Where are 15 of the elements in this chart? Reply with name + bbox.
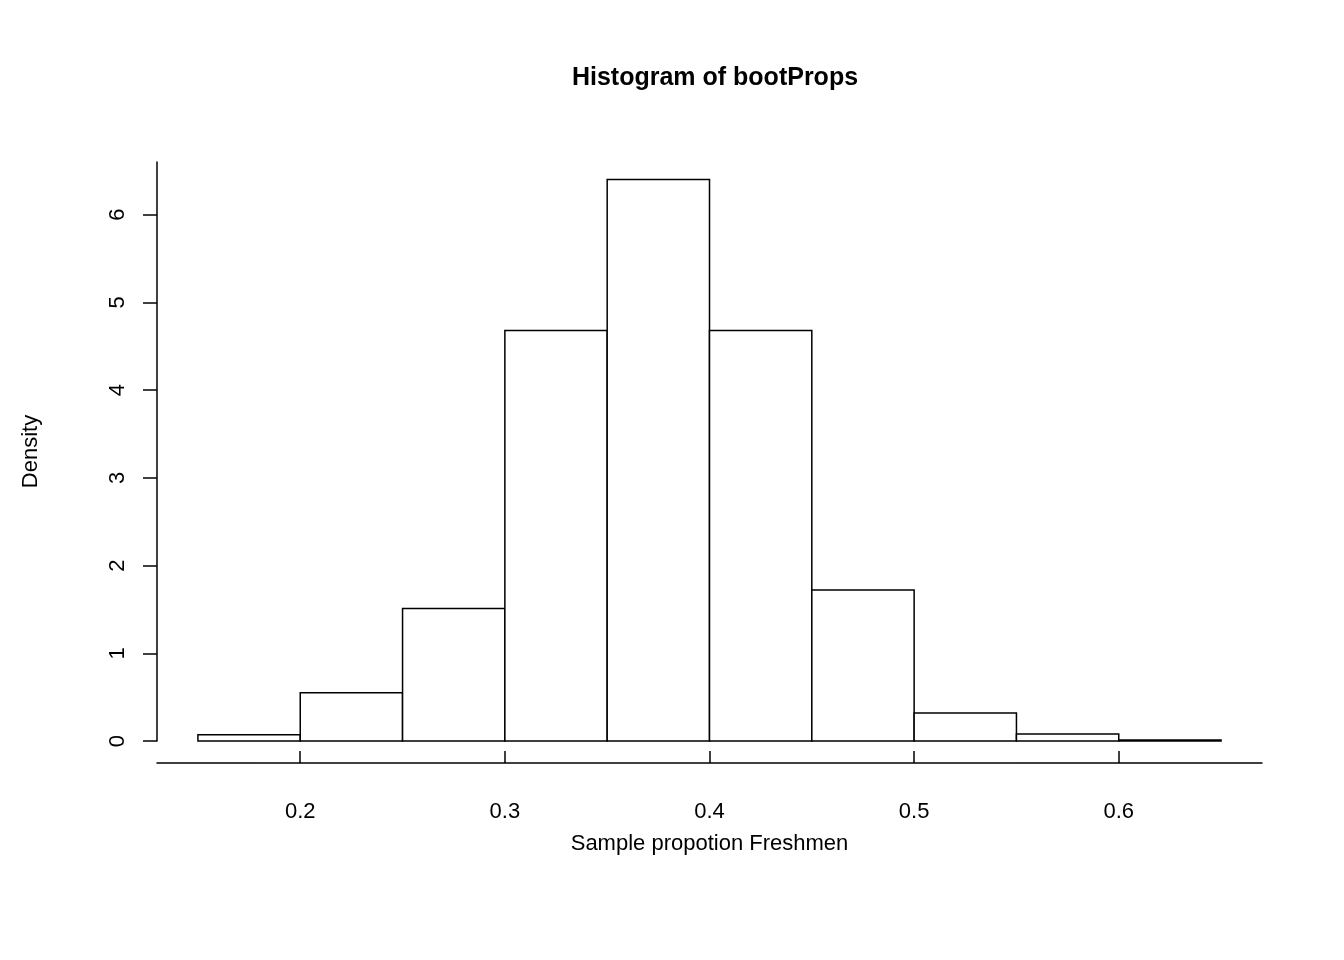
x-tick-label: 0.4	[694, 797, 725, 823]
y-tick-label: 3	[103, 471, 129, 484]
y-tick-label: 2	[103, 559, 129, 572]
x-tick-label: 0.3	[489, 797, 521, 823]
y-axis-title: Density	[16, 414, 42, 489]
y-tick-label: 4	[103, 383, 129, 397]
y-tick-label: 6	[103, 208, 129, 221]
x-tick-label: 0.2	[284, 797, 316, 823]
y-tick-label: 0	[103, 734, 129, 748]
x-tick-label: 0.6	[1103, 797, 1135, 823]
chart-title: Histogram of bootProps	[571, 61, 859, 90]
x-tick-label: 0.5	[898, 797, 930, 823]
y-tick-label: 5	[103, 296, 129, 309]
y-tick-label: 1	[103, 647, 129, 660]
x-axis-title: Sample propotion Freshmen	[570, 829, 849, 855]
